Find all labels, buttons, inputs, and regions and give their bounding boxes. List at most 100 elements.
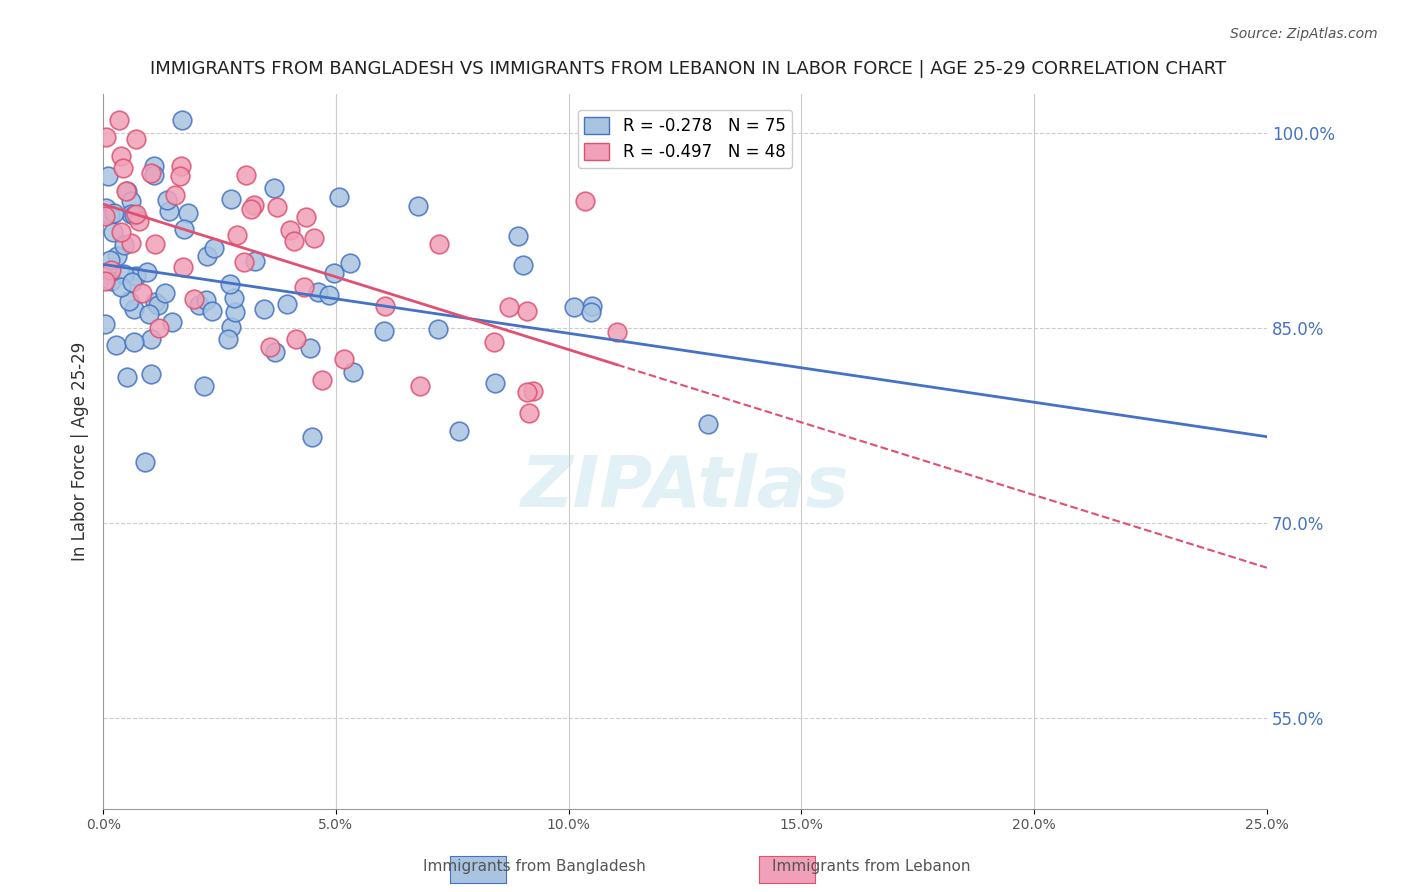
Point	[120, 194, 142, 208]
Point	[195, 249, 218, 263]
Point	[221, 192, 243, 206]
Point	[217, 332, 239, 346]
Point	[173, 222, 195, 236]
Point	[219, 277, 242, 291]
Point	[574, 194, 596, 208]
Point	[98, 253, 121, 268]
Point	[498, 301, 520, 315]
Point	[142, 159, 165, 173]
Point	[125, 269, 148, 284]
Point	[292, 280, 315, 294]
Point	[138, 307, 160, 321]
Point	[96, 130, 118, 145]
Point	[103, 206, 125, 220]
Point	[98, 208, 121, 222]
Point	[143, 237, 166, 252]
Point	[224, 304, 246, 318]
Point	[122, 301, 145, 316]
Point	[427, 322, 450, 336]
Y-axis label: In Labor Force | Age 25-29: In Labor Force | Age 25-29	[72, 342, 89, 561]
Point	[302, 231, 325, 245]
Point	[121, 275, 143, 289]
Point	[517, 406, 540, 420]
Point	[579, 305, 602, 319]
Legend: R = -0.278   N = 75, R = -0.497   N = 48: R = -0.278 N = 75, R = -0.497 N = 48	[578, 110, 793, 168]
Point	[115, 370, 138, 384]
Point	[165, 187, 187, 202]
Point	[107, 249, 129, 263]
Point	[156, 194, 179, 208]
Point	[128, 213, 150, 227]
Point	[136, 265, 159, 279]
Point	[194, 293, 217, 308]
Point	[169, 169, 191, 183]
Point	[202, 241, 225, 255]
Point	[243, 254, 266, 268]
Point	[139, 166, 162, 180]
Point	[122, 209, 145, 223]
Point	[100, 262, 122, 277]
Point	[110, 149, 132, 163]
Point	[225, 228, 247, 243]
Point	[298, 341, 321, 355]
Point	[94, 201, 117, 215]
Text: ZIPAtlas: ZIPAtlas	[520, 453, 849, 522]
Point	[134, 455, 156, 469]
Point	[141, 367, 163, 381]
Point	[449, 424, 471, 438]
Point	[373, 324, 395, 338]
Point	[301, 430, 323, 444]
Point	[240, 202, 263, 216]
Point	[333, 351, 356, 366]
Point	[112, 238, 135, 252]
Point	[172, 113, 194, 128]
Point	[606, 325, 628, 339]
Point	[172, 260, 194, 274]
Point	[146, 297, 169, 311]
Point	[115, 184, 138, 198]
Point	[222, 291, 245, 305]
Point	[406, 198, 429, 212]
Point	[508, 228, 530, 243]
Point	[339, 256, 361, 270]
Point	[100, 274, 122, 288]
Point	[94, 209, 117, 223]
Point	[562, 300, 585, 314]
Point	[125, 207, 148, 221]
Point	[697, 417, 720, 431]
Point	[311, 373, 333, 387]
Point	[110, 226, 132, 240]
Point	[125, 132, 148, 146]
Point	[516, 385, 538, 400]
Point	[101, 225, 124, 239]
Point	[120, 206, 142, 220]
Point	[94, 318, 117, 332]
Point	[328, 190, 350, 204]
Point	[263, 180, 285, 194]
Point	[235, 169, 257, 183]
Point	[170, 159, 193, 173]
Point	[110, 280, 132, 294]
Point	[108, 113, 131, 128]
Point	[157, 204, 180, 219]
Point	[160, 315, 183, 329]
Point	[112, 267, 135, 281]
Point	[114, 184, 136, 198]
Point	[112, 161, 135, 176]
Point	[122, 334, 145, 349]
Text: IMMIGRANTS FROM BANGLADESH VS IMMIGRANTS FROM LEBANON IN LABOR FORCE | AGE 25-29: IMMIGRANTS FROM BANGLADESH VS IMMIGRANTS…	[149, 60, 1226, 78]
Point	[193, 379, 215, 393]
Text: Immigrants from Lebanon: Immigrants from Lebanon	[772, 859, 972, 874]
Point	[512, 258, 534, 272]
Point	[266, 200, 288, 214]
Point	[522, 384, 544, 398]
Point	[581, 299, 603, 313]
Point	[201, 303, 224, 318]
Point	[283, 234, 305, 248]
Point	[141, 332, 163, 346]
Point	[94, 274, 117, 288]
Point	[131, 286, 153, 301]
Point	[318, 288, 340, 302]
Point	[516, 304, 538, 318]
Point	[307, 285, 329, 300]
